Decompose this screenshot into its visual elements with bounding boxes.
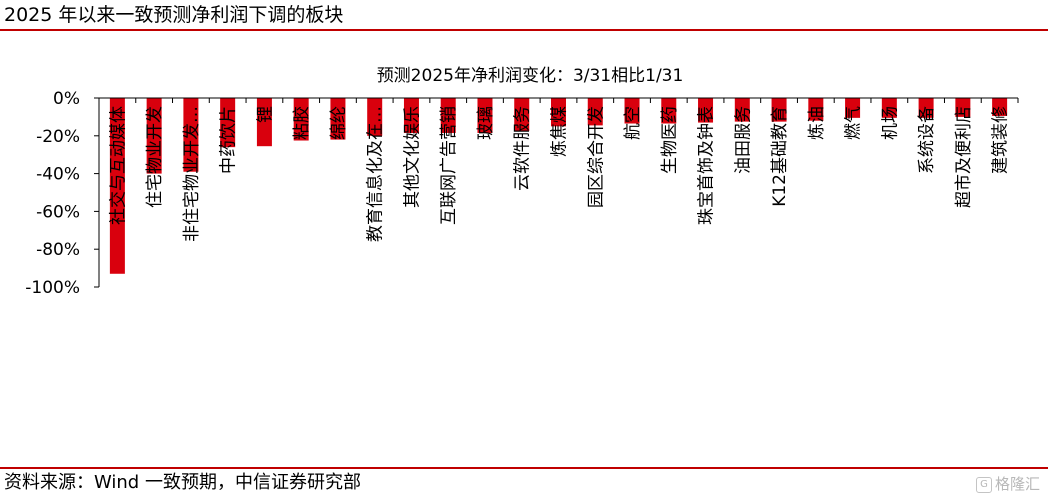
bar (918, 98, 934, 118)
bar (330, 98, 346, 140)
top-divider (0, 29, 1048, 31)
bottom-divider (0, 467, 1048, 469)
bar (845, 98, 861, 118)
bar (992, 98, 1008, 116)
page-title: 2025 年以来一致预测净利润下调的板块 (4, 4, 344, 26)
bar (587, 98, 603, 126)
y-tick-label: -20% (36, 127, 80, 147)
x-category-label: 其他文化娱乐 (402, 106, 422, 208)
x-category-label: 系统设备 (917, 106, 937, 174)
x-category-label: 锂 (255, 106, 275, 123)
x-category-label: 油田服务 (733, 106, 753, 174)
category-labels: 社交与互动媒体 住宅物业开发 非住宅物业开发… 中药饮片锂粘胶 绵纶 教育信息化及在… 其他… (108, 106, 1010, 242)
bar (403, 98, 419, 133)
bars-group (109, 98, 1008, 274)
watermark: G 格隆汇 (975, 474, 1040, 494)
bar (109, 98, 125, 274)
x-category-label: 燃气 (844, 106, 864, 140)
y-tick-label: -80% (36, 240, 80, 260)
x-category-label: 珠宝首饰及钟表 (697, 106, 717, 225)
x-category-label: 教育信息化及在… (366, 106, 386, 242)
bar (183, 98, 199, 172)
bar (514, 98, 530, 132)
x-category-label: 超市及便利店 (954, 106, 974, 208)
x-category-label: 机场 (880, 106, 900, 140)
bar (771, 98, 787, 122)
bar (440, 98, 456, 133)
bar (146, 98, 162, 174)
bar (808, 98, 824, 121)
x-category-label: 炼焦煤 (550, 106, 570, 157)
x-category-label: 炼油 (807, 106, 827, 140)
watermark-text: 格隆汇 (994, 475, 1040, 493)
bar (477, 98, 493, 133)
chart-title: 预测2025年净利润变化：3/31相比1/31 (377, 66, 684, 86)
x-category-label: 非住宅物业开发… (182, 106, 202, 242)
x-category-label: 玻璃 (476, 106, 496, 140)
bar (881, 98, 897, 118)
bar (551, 98, 566, 127)
y-tick-label: -60% (36, 202, 80, 222)
bar (698, 98, 714, 123)
x-category-label: K12基础教育 (770, 106, 790, 207)
bar (955, 98, 971, 117)
x-category-label: 粘胶 (292, 106, 312, 140)
bar (661, 98, 677, 124)
x-category-label: 建筑装修 (991, 106, 1011, 174)
bar-chart: 预测2025年净利润变化：3/31相比1/31 0% -20% -40% -60% -8… (25, 66, 1019, 298)
bar (293, 98, 309, 141)
bar (734, 98, 750, 122)
bar (624, 98, 640, 124)
x-category-label: 绵纶 (329, 106, 349, 140)
watermark-logo-icon: G (975, 476, 992, 493)
bar (220, 98, 236, 148)
bar (256, 98, 272, 147)
x-category-label: 云软件服务 (513, 106, 533, 191)
x-category-label: 住宅物业开发 (145, 106, 165, 208)
y-tick-label: 0% (53, 89, 80, 109)
bar (367, 98, 383, 136)
x-category-label: 互联网广告营销 (439, 106, 459, 225)
y-tick-label: -40% (36, 165, 80, 185)
x-category-label: 中药饮片 (219, 106, 239, 174)
source-note: 资料来源：Wind 一致预期，中信证券研究部 (4, 472, 361, 493)
x-category-label: 生物医药 (660, 106, 680, 174)
x-category-label: 社交与互动媒体 (108, 106, 128, 225)
y-tick-label: -100% (25, 278, 80, 298)
y-axis: 0% -20% -40% -60% -80% -100% (25, 89, 100, 298)
x-category-label: 园区综合开发 (586, 106, 606, 208)
x-axis (99, 97, 1019, 103)
x-category-label: 航空 (623, 106, 643, 140)
